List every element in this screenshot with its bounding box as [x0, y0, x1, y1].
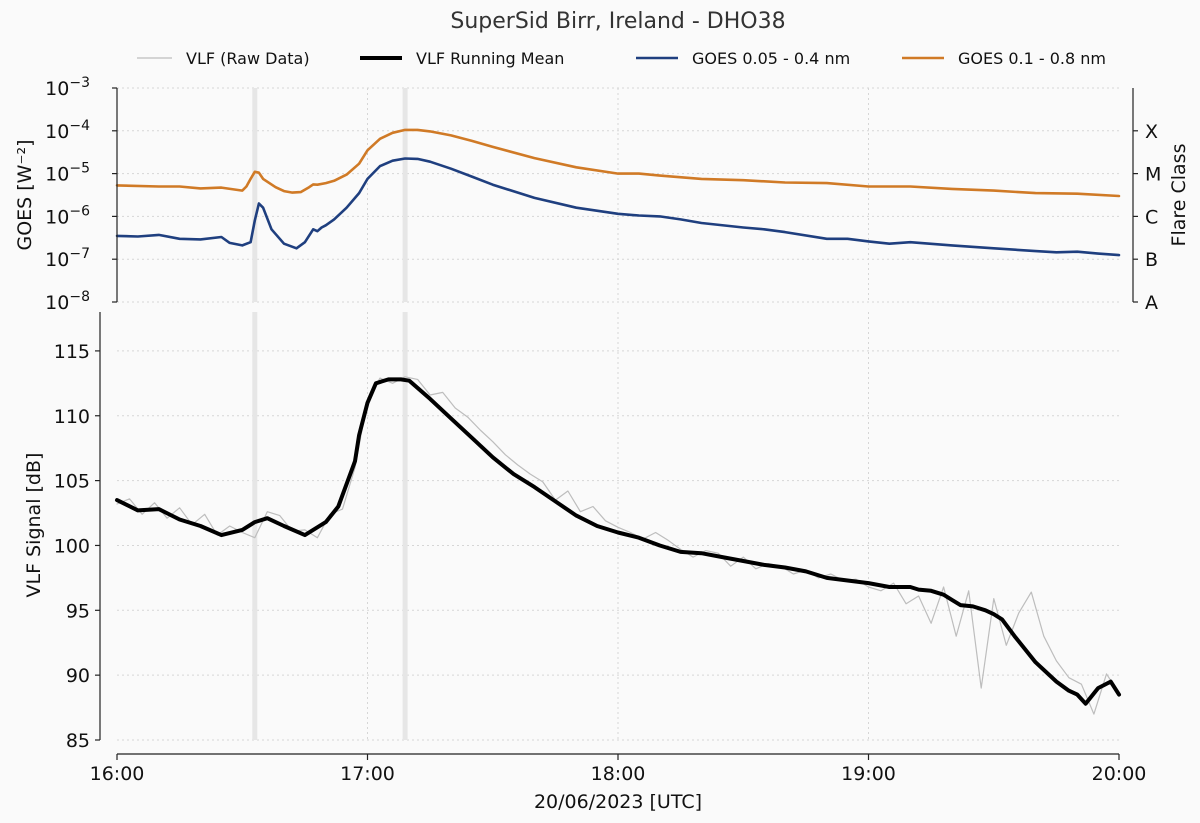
- flare-class-label: A: [1145, 292, 1158, 314]
- y-tick-exponent: −5: [69, 161, 90, 177]
- vlf-series: [115, 376, 1121, 715]
- vlf-grid: [117, 312, 1119, 741]
- x-tick-label: 19:00: [841, 763, 896, 785]
- legend-item: GOES 0.05 - 0.4 nm: [636, 49, 850, 68]
- event-marker: [252, 312, 258, 740]
- event-marker: [402, 88, 408, 302]
- legend-label: VLF (Raw Data): [186, 49, 310, 68]
- y-tick-label: 95: [66, 600, 90, 622]
- legend-label: GOES 0.05 - 0.4 nm: [692, 49, 850, 68]
- y-tick-label: 10−6: [45, 203, 90, 228]
- y-tick-label: 105: [54, 471, 90, 493]
- y-tick-label: 10−7: [45, 246, 90, 271]
- x-tick-label: 18:00: [591, 763, 646, 785]
- event-marker: [402, 312, 408, 740]
- y-tick-exponent: −6: [69, 203, 90, 219]
- flare-class-label: C: [1145, 206, 1158, 228]
- legend-label: VLF Running Mean: [416, 49, 564, 68]
- vlf-event-markers: [252, 312, 408, 740]
- vlf-panel: 85 90 95 100 105 110 115 16:00 17:00 18:00 19:00 20…: [23, 312, 1146, 813]
- series-goes-0-05-0-4-nm: [115, 157, 1121, 257]
- y-tick-label: 90: [66, 665, 90, 687]
- y-tick-exponent: −7: [69, 246, 90, 262]
- y-tick-label: 10−3: [45, 75, 90, 100]
- goes-ylabel: GOES [W⁻²]: [14, 139, 36, 250]
- y-tick-label: 85: [66, 730, 90, 752]
- flare-class-label: B: [1145, 249, 1158, 271]
- time-xlabel: 20/06/2023 [UTC]: [534, 791, 702, 813]
- legend-item: VLF Running Mean: [360, 49, 564, 68]
- flare-class-label: X: [1145, 121, 1158, 143]
- y-tick-label: 10−4: [45, 118, 90, 143]
- vlf-ylabel: VLF Signal [dB]: [23, 453, 45, 598]
- series-vlf-raw-data: [116, 376, 1120, 715]
- x-tick-label: 20:00: [1092, 763, 1147, 785]
- series-vlf-running-mean: [115, 377, 1121, 706]
- legend: VLF (Raw Data) VLF Running Mean GOES 0.05 …: [137, 49, 1106, 68]
- y-tick-exponent: −3: [69, 75, 90, 91]
- y-tick-exponent: −4: [69, 118, 90, 134]
- legend-item: VLF (Raw Data): [137, 49, 310, 68]
- legend-label: GOES 0.1 - 0.8 nm: [958, 49, 1106, 68]
- flare-class-ylabel: Flare Class: [1168, 144, 1190, 247]
- y-tick-label: 10−8: [45, 289, 90, 314]
- y-tick-label: 10−5: [45, 161, 90, 186]
- y-tick-label: 115: [54, 341, 90, 363]
- y-tick-label: 100: [54, 535, 90, 557]
- series-goes-0-1-0-8-nm: [115, 128, 1121, 198]
- chart-title: SuperSid Birr, Ireland - DHO38: [450, 9, 785, 34]
- x-tick-label: 16:00: [90, 763, 145, 785]
- goes-series: [115, 128, 1121, 257]
- flare-class-label: M: [1145, 164, 1161, 186]
- vlf-axes: 85 90 95 100 105 110 115 16:00 17:00 18:00 19:00 20…: [54, 312, 1147, 785]
- x-tick-label: 17:00: [340, 763, 395, 785]
- legend-item: GOES 0.1 - 0.8 nm: [902, 49, 1106, 68]
- y-tick-exponent: −8: [69, 289, 90, 305]
- goes-event-markers: [252, 88, 408, 302]
- goes-grid: [117, 87, 1119, 303]
- event-marker: [252, 88, 258, 302]
- y-tick-label: 110: [54, 406, 90, 428]
